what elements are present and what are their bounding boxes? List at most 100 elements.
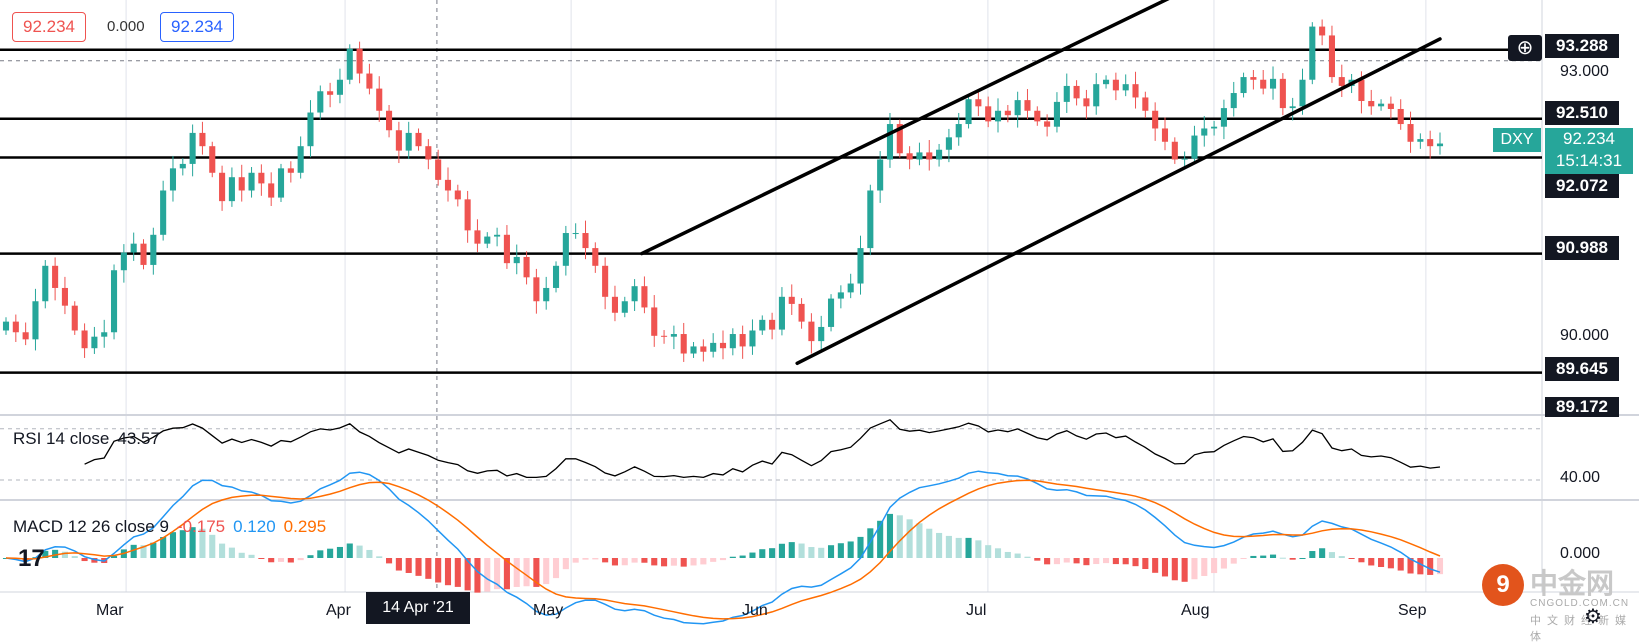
candle [346,44,353,85]
candle-body [837,292,844,299]
macd-histogram-bar [1132,558,1139,567]
macd-histogram-bar [1240,558,1247,559]
macd-histogram-bar [1299,557,1306,559]
macd-histogram-bar [533,558,540,587]
candle-body [1269,78,1277,89]
candle-body [700,346,707,352]
plus-icon: ⊕ [1516,37,1534,59]
candle-body [1368,101,1375,107]
macd-histogram-bar [228,547,235,558]
macd-histogram-bar [199,528,206,558]
header-price-left: 92.234 [12,12,86,42]
candle-body [886,124,894,160]
candle-body [1260,79,1267,89]
candle-body [2,321,10,331]
candle-body [366,73,373,89]
macd-histogram-bar [287,558,294,563]
gear-icon[interactable]: ⚙ [1584,606,1602,628]
macd-histogram-bar [336,546,343,558]
candle-body [120,252,127,271]
candle-body [219,172,226,202]
candle [1093,73,1100,115]
macd-line [5,470,1441,625]
candle [1338,64,1345,98]
macd-histogram-bar [110,555,118,558]
candle-body [1073,85,1080,99]
candle [1152,102,1159,141]
macd-histogram-bar [945,535,952,558]
macd-histogram-bar [1427,558,1434,575]
candle [1034,106,1041,126]
candle [1171,137,1178,164]
candle [484,232,491,249]
macd-histogram-bar [71,556,78,558]
price-tick: 93.000 [1560,63,1609,80]
candle [1142,91,1149,118]
macd-histogram-bar [916,523,923,558]
macd-histogram-bar [523,558,530,587]
candle [317,85,324,120]
candle-body [641,286,648,308]
add-alert-button[interactable]: ⊕ [1508,35,1542,61]
panel-dividers [0,0,1639,593]
candle [719,330,727,360]
candle-body [228,177,235,202]
candle [327,82,334,108]
candle [160,180,167,241]
macd-histogram-bar [1436,558,1444,575]
macd-histogram-bar [513,558,520,587]
candle [494,227,501,247]
candle-body [130,243,137,253]
candle [356,41,363,84]
date-label-mar: Mar [96,602,124,619]
candle [994,98,1002,133]
candle-body [552,265,560,288]
candle-body [415,132,422,147]
candle-body [788,296,795,304]
candle-body [592,248,599,266]
candle-body [1044,121,1051,127]
trendline [640,0,1170,256]
candle-body [277,168,285,198]
candle [1260,69,1267,95]
macd-histogram-bar [582,558,589,560]
macd-histogram-bar [454,558,461,587]
candle [769,312,776,340]
candle [386,104,393,138]
candle [582,220,589,260]
price-level-label: 92.072 [1545,174,1619,198]
date-label-may: May [533,602,564,619]
candle [110,264,118,340]
macd-histogram-bar [1024,556,1031,558]
candle [435,149,442,186]
candle-body [464,199,471,231]
candle-body [798,303,805,322]
candle-body [1122,84,1129,91]
candle [120,244,127,283]
rsi-value: 43.57 [117,429,160,448]
candle [1004,104,1011,123]
candle-body [955,124,962,138]
candle [42,260,49,309]
candle [749,319,756,355]
candle [621,296,628,318]
candle [602,257,609,310]
price-level-label: 92.510 [1545,101,1619,125]
macd-legend: MACD 12 26 close 9 -0.175 0.120 0.295 [13,517,326,537]
candle [1269,66,1277,100]
macd-histogram-bar [61,551,68,558]
candle [1240,72,1247,98]
candle-body [631,286,638,302]
candle-body [877,159,884,191]
macd-histogram-bar [356,545,363,558]
macd-histogram-bar [1083,558,1090,566]
candle [61,276,68,315]
macd-histogram-bar [886,513,894,558]
macd-histogram-bar [219,543,226,558]
macd-histogram-bar [1378,558,1385,568]
macd-histogram-bar [808,547,815,558]
trendlines [640,0,1442,366]
candle [258,164,265,196]
candle-body [160,190,167,235]
